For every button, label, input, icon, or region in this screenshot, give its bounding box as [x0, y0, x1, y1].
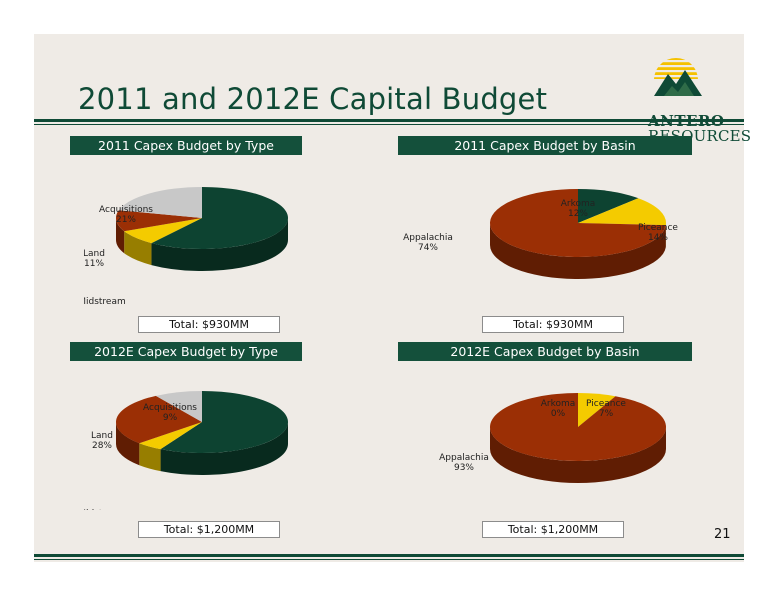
- title-rule-thick: [34, 119, 744, 122]
- slice-value-arkoma: 12%: [568, 209, 588, 219]
- pie-slice-piceance: [578, 393, 616, 427]
- slice-label-land: Land: [91, 431, 113, 441]
- antero-logo-icon: [650, 58, 702, 96]
- slice-label-appalachia: Appalachia: [403, 233, 453, 243]
- title-rule-thin: [34, 124, 744, 125]
- pie-slice-midstream: [124, 218, 202, 244]
- pie-tops: [490, 189, 666, 257]
- slice-value-piceance: 14%: [648, 233, 668, 243]
- chart-header-2012-type: 2012E Capex Budget by Type: [70, 342, 302, 361]
- slice-value-acquisitions: 9%: [163, 413, 178, 423]
- slice-label-acquisitions: Acquisitions: [99, 205, 153, 215]
- pie-slice-acquisitions: [155, 391, 202, 422]
- pie-slice-acquisitions: [118, 187, 202, 218]
- chart-header-2011-basin: 2011 Capex Budget by Basin: [398, 136, 692, 155]
- slice-value-piceance: 7%: [599, 409, 614, 419]
- pie-sides: [116, 218, 288, 271]
- total-box-2012-type: Total: $1,200MM: [138, 521, 280, 538]
- pie-sides: [490, 223, 666, 279]
- pie-slice-appalachia: [490, 189, 666, 257]
- slice-label-acquisitions: Acquisitions: [143, 403, 197, 413]
- slice-label-piceance: Piceance: [586, 399, 626, 409]
- pie-side-drilling: [151, 218, 288, 271]
- pie-slice-land: [116, 395, 202, 444]
- pie-chart-2011-type: Drilling60%Midstream8%Land11%Acquisition…: [84, 187, 288, 306]
- pie-tops: [116, 391, 288, 453]
- slice-value-appalachia: 74%: [418, 243, 438, 253]
- slice-label-midstream: Midstream: [84, 509, 126, 510]
- pie-slice-land: [116, 210, 202, 232]
- chart-header-2011-type: 2011 Capex Budget by Type: [70, 136, 302, 155]
- slice-label-arkoma: Arkoma: [541, 399, 576, 409]
- pie-slice-midstream: [139, 422, 202, 450]
- pie-sides: [116, 422, 288, 475]
- pie-slice-arkoma: [578, 189, 639, 223]
- chart-header-2012-basin: 2012E Capex Budget by Basin: [398, 342, 692, 361]
- slice-label-midstream: Midstream: [84, 297, 126, 306]
- pie-side-appalachia: [490, 427, 666, 483]
- slice-value-acquisitions: 21%: [116, 215, 136, 225]
- footer-rule-thin: [34, 559, 744, 560]
- pie-side-appalachia: [490, 223, 666, 279]
- pie-side-land: [116, 218, 125, 254]
- slice-label-piceance: Piceance: [638, 223, 678, 233]
- pie-slice-drilling: [160, 391, 288, 453]
- pie-side-land: [116, 422, 140, 466]
- slice-value-land: 28%: [92, 441, 112, 451]
- slice-value-land: 11%: [84, 259, 104, 269]
- page-number: 21: [714, 527, 731, 542]
- pie-side-midstream: [139, 443, 161, 472]
- pie-slice-piceance: [578, 198, 666, 226]
- pie-tops: [116, 187, 288, 249]
- pie-side-drilling: [160, 422, 288, 475]
- slide: ANTERO RESOURCES 2011 and 2012E Capital …: [34, 34, 751, 562]
- slice-label-land: Land: [84, 249, 105, 259]
- pie-tops: [490, 393, 666, 461]
- page-title: 2011 and 2012E Capital Budget: [78, 82, 548, 116]
- total-box-2011-type: Total: $930MM: [138, 316, 280, 333]
- pie-slice-appalachia: [490, 393, 666, 461]
- slice-value-arkoma: 0%: [551, 409, 566, 419]
- total-box-2012-basin: Total: $1,200MM: [482, 521, 624, 538]
- pie-side-midstream: [124, 231, 152, 266]
- slice-label-appalachia: Appalachia: [439, 453, 489, 463]
- footer-rule-thick: [34, 554, 744, 557]
- slice-label-arkoma: Arkoma: [561, 199, 596, 209]
- total-box-2011-basin: Total: $930MM: [482, 316, 624, 333]
- slice-value-appalachia: 93%: [454, 463, 474, 473]
- pie-sides: [490, 427, 666, 483]
- pie-chart-2012-type: Drilling58%Midstream5%Land28%Acquisition…: [84, 391, 288, 510]
- pie-slice-drilling: [151, 187, 288, 249]
